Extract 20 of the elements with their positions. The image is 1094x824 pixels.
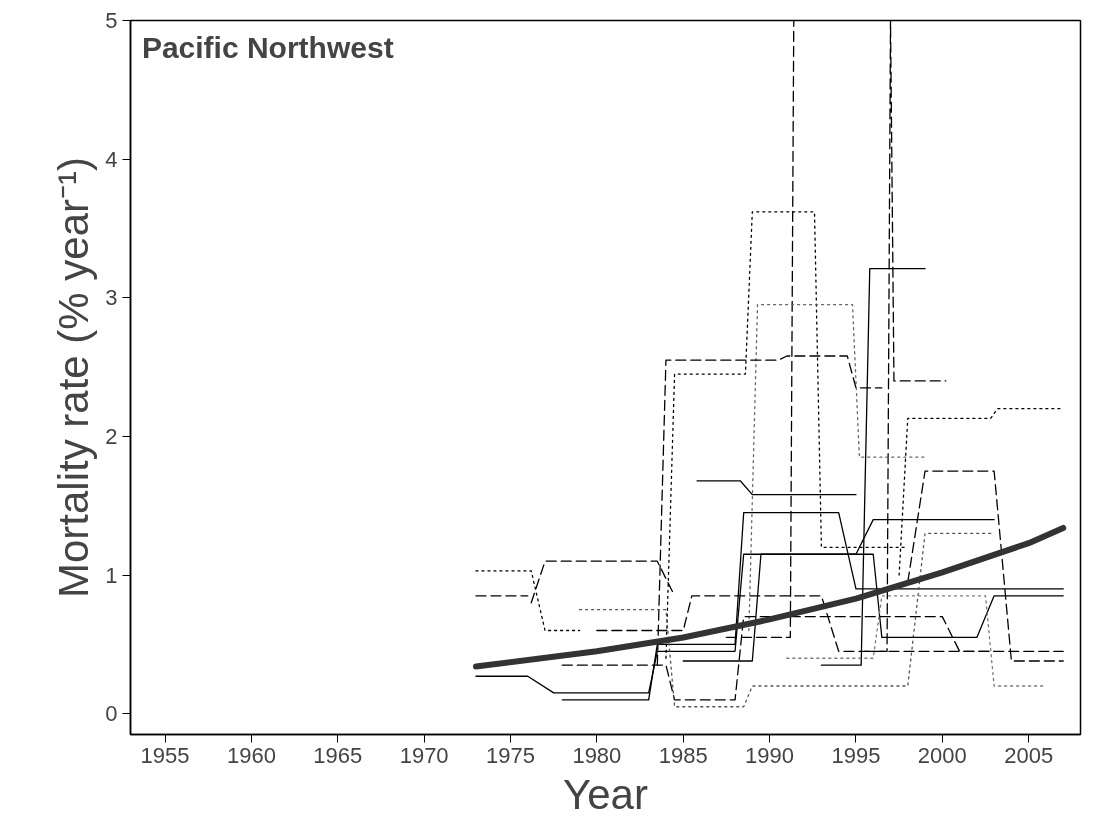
y-tick-label: 4 bbox=[105, 146, 118, 172]
chart-title: Pacific Northwest bbox=[141, 31, 394, 65]
x-tick-label: 1955 bbox=[140, 742, 190, 768]
x-tick-label: 2005 bbox=[1004, 742, 1054, 768]
x-tick-label: 1975 bbox=[486, 742, 535, 768]
y-axis-title: Mortality rate (% year⁻¹) bbox=[50, 156, 98, 599]
x-tick-label: 1965 bbox=[313, 742, 363, 768]
x-tick-label: 1990 bbox=[745, 742, 795, 768]
x-tick-label: 1980 bbox=[572, 742, 622, 768]
x-tick-label: 1995 bbox=[831, 742, 881, 768]
x-tick-label: 2000 bbox=[917, 742, 967, 768]
x-tick-label: 1970 bbox=[399, 742, 449, 768]
y-tick-label: 5 bbox=[105, 8, 118, 33]
y-tick-label: 0 bbox=[105, 701, 118, 727]
y-tick-label: 1 bbox=[105, 562, 118, 588]
x-axis-title: Year bbox=[563, 770, 648, 818]
y-tick-label: 2 bbox=[105, 423, 118, 449]
x-tick-label: 1985 bbox=[658, 742, 708, 768]
x-tick-label: 1960 bbox=[226, 742, 276, 768]
y-tick-label: 3 bbox=[105, 285, 118, 311]
